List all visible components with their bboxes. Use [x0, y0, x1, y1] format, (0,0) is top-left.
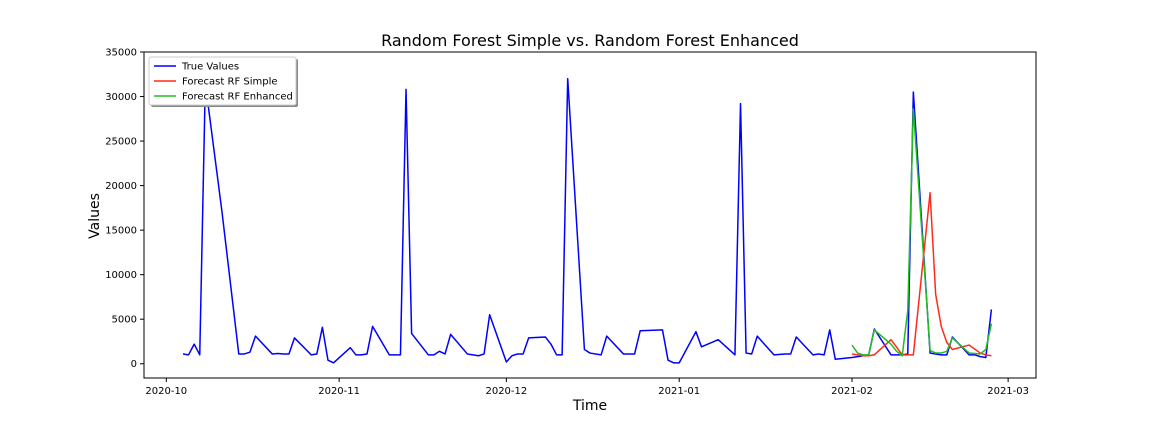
y-axis-title: Values [87, 193, 103, 239]
y-axis: 0 5000 10000 15000 20000 25000 30000 35000 [105, 48, 144, 370]
chart-title: Random Forest Simple vs. Random Forest E… [381, 31, 799, 50]
x-axis: 2020-10 2020-11 2020-12 2021-01 2021-02 2021-… [145, 378, 1029, 397]
series-line-1 [851, 191, 992, 357]
y-tick-label: 35000 [105, 48, 137, 59]
y-tick-label: 25000 [105, 137, 137, 148]
series-line-2 [851, 108, 993, 357]
x-tick-label: 2021-02 [831, 386, 873, 397]
x-tick-label: 2021-01 [658, 386, 700, 397]
plot-area [143, 51, 1037, 379]
legend-label-1: Forecast RF Simple [182, 77, 278, 88]
y-tick-label: 10000 [105, 270, 137, 281]
legend: True Values Forecast RF Simple Forecast RF… [148, 56, 298, 107]
y-tick-label: 0 [131, 359, 137, 370]
x-tick-label: 2020-12 [485, 386, 527, 397]
y-tick-label: 20000 [105, 181, 137, 192]
x-tick-label: 2020-11 [318, 386, 360, 397]
y-tick-label: 30000 [105, 92, 137, 103]
y-tick-label: 15000 [105, 226, 137, 237]
y-tick-label: 5000 [112, 315, 137, 326]
legend-label-2: Forecast RF Enhanced [182, 92, 293, 103]
plot-frame [143, 51, 1037, 379]
series-layer [182, 77, 993, 364]
legend-label-0: True Values [181, 62, 239, 73]
x-tick-label: 2021-03 [987, 386, 1029, 397]
x-axis-title: Time [572, 398, 607, 414]
x-tick-label: 2020-10 [145, 386, 187, 397]
legend-box [148, 56, 297, 106]
